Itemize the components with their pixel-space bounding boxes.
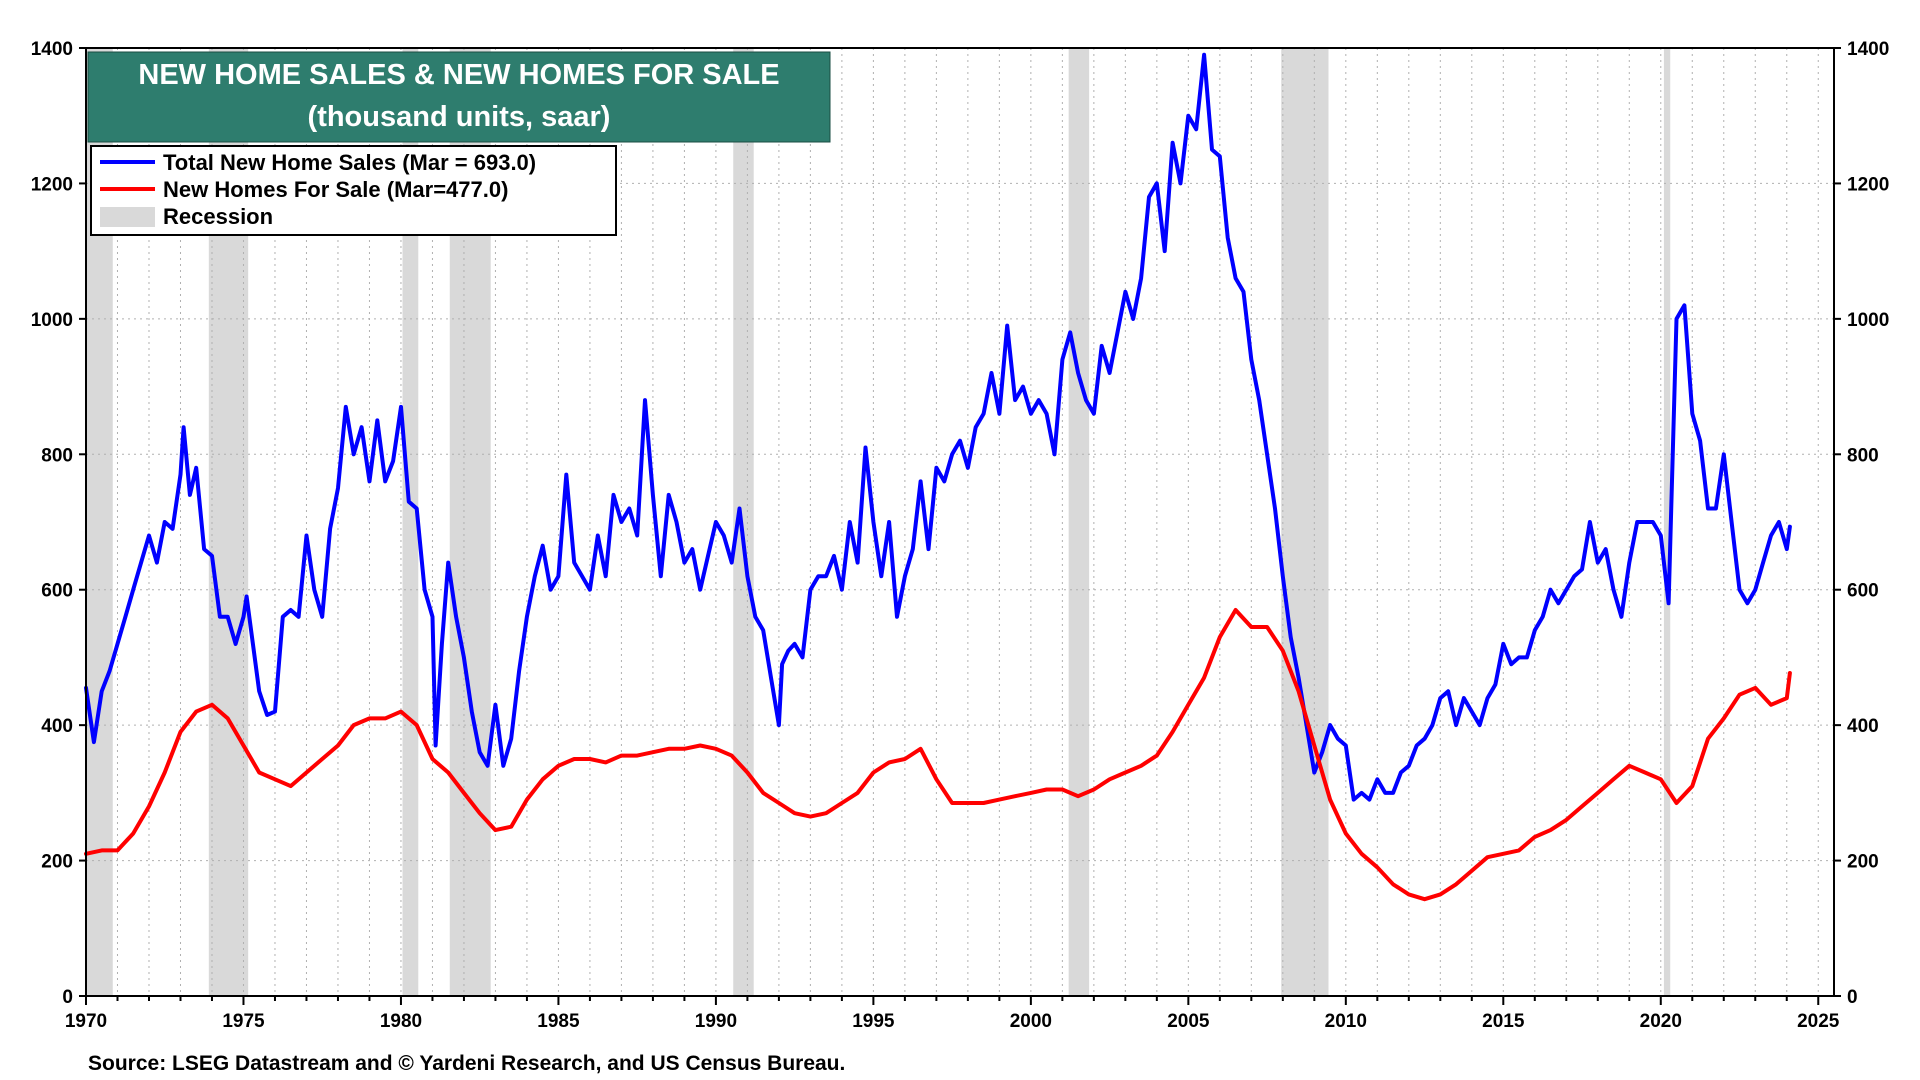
- y-tick-label-right: 1000: [1847, 310, 1889, 331]
- x-tick-label: 1990: [695, 1011, 737, 1032]
- y-tick-label-left: 0: [62, 987, 73, 1008]
- x-tick-label: 2025: [1797, 1011, 1840, 1032]
- x-tick-label: 1970: [65, 1011, 107, 1032]
- y-tick-label-left: 1200: [31, 174, 73, 195]
- y-tick-label-right: 400: [1847, 716, 1879, 737]
- y-tick-label-left: 1400: [31, 39, 73, 60]
- series-line-1: [84, 608, 1792, 902]
- y-tick-label-right: 1400: [1847, 39, 1889, 60]
- recession-band: [1068, 48, 1090, 996]
- legend-label-for-sale: New Homes For Sale (Mar=477.0): [163, 177, 508, 202]
- y-tick-label-right: 200: [1847, 852, 1879, 873]
- y-tick-label-left: 400: [41, 716, 73, 737]
- x-tick-label: 2020: [1640, 1011, 1682, 1032]
- y-axis-right: 0 200 400 600 800 1000 1200 1400: [1834, 39, 1889, 1008]
- recession-band: [733, 48, 754, 996]
- y-tick-label-left: 800: [41, 445, 73, 466]
- y-tick-label-left: 600: [41, 581, 73, 602]
- gridlines: [86, 48, 1834, 996]
- x-tick-label: 1995: [852, 1011, 895, 1032]
- y-axis-left: 0 200 400 600 800 1000 1200 1400: [31, 39, 86, 1008]
- legend-label-recession: Recession: [163, 204, 273, 229]
- x-tick-label: 2015: [1482, 1011, 1525, 1032]
- recession-band: [402, 48, 419, 996]
- x-tick-label: 2000: [1010, 1011, 1052, 1032]
- legend-swatch-recession: [100, 207, 155, 227]
- x-tick-label: 2010: [1325, 1011, 1367, 1032]
- x-axis: 1970 1975 1980 1985 1990 1995 2000 2005 2010 2015…: [65, 996, 1840, 1032]
- x-tick-label: 1975: [222, 1011, 265, 1032]
- series-lines: [84, 52, 1792, 902]
- legend: Total New Home Sales (Mar = 693.0) New H…: [90, 145, 617, 236]
- series-line-0: [84, 52, 1792, 802]
- y-tick-label-right: 600: [1847, 581, 1879, 602]
- y-tick-label-left: 200: [41, 852, 73, 873]
- source-note: Source: LSEG Datastream and © Yardeni Re…: [88, 1052, 845, 1075]
- recession-band: [1663, 48, 1671, 996]
- recession-band: [1281, 48, 1329, 996]
- x-tick-label: 1980: [380, 1011, 422, 1032]
- y-tick-label-right: 0: [1847, 987, 1858, 1008]
- legend-label-sales: Total New Home Sales (Mar = 693.0): [163, 150, 536, 175]
- y-tick-label-right: 1200: [1847, 174, 1889, 195]
- chart-subtitle: (thousand units, saar): [308, 101, 611, 133]
- y-tick-label-left: 1000: [31, 310, 73, 331]
- x-tick-label: 1985: [537, 1011, 580, 1032]
- x-tick-label: 2005: [1167, 1011, 1210, 1032]
- y-tick-label-right: 800: [1847, 445, 1879, 466]
- title-box: NEW HOME SALES & NEW HOMES FOR SALE (tho…: [87, 51, 831, 143]
- chart-title: NEW HOME SALES & NEW HOMES FOR SALE: [138, 59, 779, 91]
- plot-frame: [85, 47, 1835, 997]
